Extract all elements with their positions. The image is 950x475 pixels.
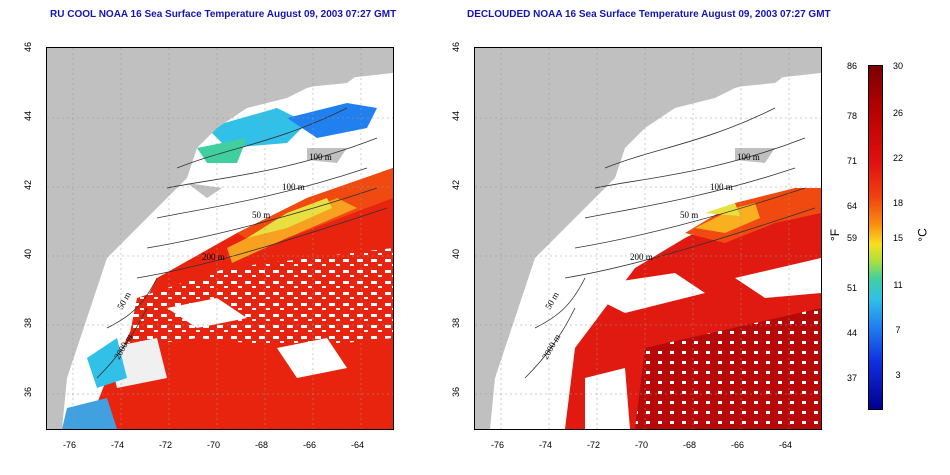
fahrenheit-tick: 37	[846, 373, 857, 383]
contour-label: 200 m	[202, 252, 225, 262]
lon-tick: -64	[351, 440, 365, 450]
fahrenheit-tick: 64	[846, 201, 857, 211]
lat-tick: 36	[23, 387, 33, 398]
lat-tick: 40	[451, 249, 461, 260]
lon-tick: -76	[63, 440, 77, 450]
lon-tick: -64	[779, 440, 793, 450]
left-sst-map: 100 m 100 m 50 m 200 m 50 m 2000 m	[46, 47, 394, 430]
celsius-tick: 11	[893, 280, 903, 290]
lat-tick: 42	[23, 180, 33, 191]
contour-label: 50 m	[680, 210, 698, 220]
celsius-tick: 30	[892, 61, 903, 71]
celsius-tick: 18	[892, 198, 903, 208]
fahrenheit-tick: 71	[846, 156, 857, 166]
fahrenheit-tick: 51	[846, 283, 857, 293]
celsius-unit-label: °C	[915, 228, 930, 242]
left-map-title: RU COOL NOAA 16 Sea Surface Temperature …	[50, 9, 397, 20]
contour-label: 100 m	[737, 152, 760, 162]
lat-tick: 42	[451, 180, 461, 191]
fahrenheit-unit-label: °F	[828, 228, 843, 242]
temperature-colorbar	[868, 65, 883, 410]
lat-tick: 44	[451, 111, 461, 122]
lon-tick: -76	[491, 440, 505, 450]
lon-tick: -74	[111, 440, 125, 450]
lon-tick: -66	[731, 440, 745, 450]
contour-label: 200 m	[630, 252, 653, 262]
celsius-tick: 3	[895, 370, 901, 380]
fahrenheit-tick: 44	[846, 328, 857, 338]
contour-label: 100 m	[710, 182, 733, 192]
celsius-tick: 22	[892, 153, 903, 163]
fahrenheit-tick: 86	[846, 61, 857, 71]
lat-tick: 38	[23, 318, 33, 329]
lon-tick: -68	[255, 440, 269, 450]
fahrenheit-tick: 59	[846, 233, 857, 243]
lat-tick: 46	[23, 42, 33, 53]
lon-tick: -70	[635, 440, 649, 450]
lon-tick: -72	[587, 440, 601, 450]
lat-tick: 44	[23, 111, 33, 122]
lon-tick: -72	[159, 440, 173, 450]
lon-tick: -68	[683, 440, 697, 450]
fahrenheit-tick: 78	[846, 111, 857, 121]
contour-label: 100 m	[282, 182, 305, 192]
lat-tick: 40	[23, 249, 33, 260]
lon-tick: -66	[303, 440, 317, 450]
lon-tick: -74	[539, 440, 553, 450]
lat-tick: 46	[451, 42, 461, 53]
celsius-tick: 26	[892, 108, 903, 118]
lat-tick: 36	[451, 387, 461, 398]
celsius-tick: 7	[895, 325, 901, 335]
contour-label: 50 m	[252, 210, 270, 220]
right-sst-map: 100 m 100 m 50 m 200 m 50 m 2000 m	[474, 47, 822, 430]
right-map-title: DECLOUDED NOAA 16 Sea Surface Temperatur…	[467, 9, 831, 20]
contour-label: 100 m	[309, 152, 332, 162]
lon-tick: -70	[207, 440, 221, 450]
celsius-tick: 15	[892, 233, 903, 243]
lat-tick: 38	[451, 318, 461, 329]
